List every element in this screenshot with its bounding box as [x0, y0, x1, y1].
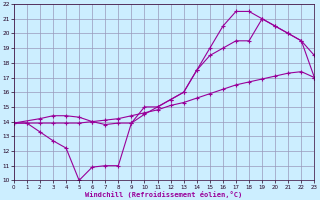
X-axis label: Windchill (Refroidissement éolien,°C): Windchill (Refroidissement éolien,°C): [85, 191, 243, 198]
